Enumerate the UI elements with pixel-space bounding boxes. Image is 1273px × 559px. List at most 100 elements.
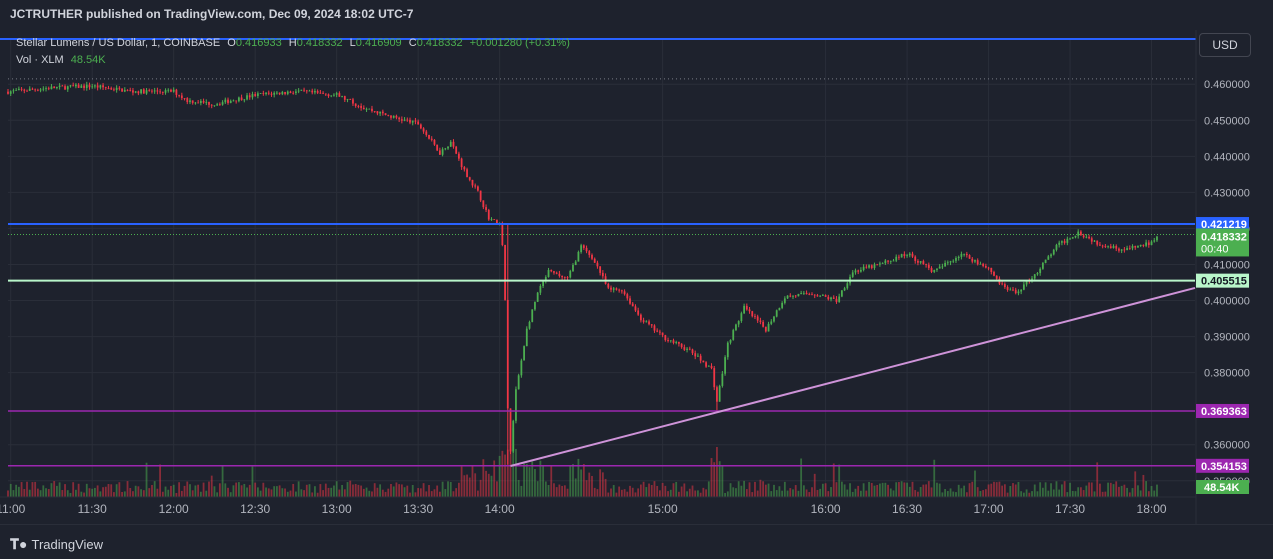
- candle: [28, 88, 31, 91]
- time-tick-label: 16:00: [811, 502, 841, 516]
- volume-bar: [1142, 474, 1145, 497]
- volume-bar: [392, 486, 395, 497]
- volume-bar: [145, 462, 148, 497]
- volume-bar: [547, 485, 550, 497]
- price-tick-label: 0.360000: [1204, 440, 1250, 452]
- volume-bar: [1014, 484, 1017, 497]
- candle: [1131, 246, 1134, 249]
- candle: [398, 117, 401, 120]
- volume-bar: [629, 485, 631, 497]
- volume-bar: [881, 482, 884, 497]
- volume-bar: [50, 483, 53, 497]
- candle: [664, 335, 667, 341]
- tradingview-logo[interactable]: 𝐓● TradingView: [10, 536, 103, 553]
- volume-bar: [102, 487, 104, 497]
- volume-bar: [846, 489, 849, 497]
- volume-bar: [987, 484, 990, 497]
- candle: [1055, 244, 1058, 250]
- volume-bar: [979, 490, 982, 497]
- volume-bar: [36, 488, 39, 497]
- candle: [1126, 248, 1128, 250]
- change-value: +0.001280 (+0.31%): [469, 37, 570, 49]
- volume-bar: [151, 485, 153, 497]
- volume-bar: [121, 491, 123, 497]
- candle: [629, 298, 631, 304]
- volume-bar: [107, 483, 110, 497]
- volume-bar: [566, 488, 569, 497]
- candle: [80, 85, 83, 88]
- candle: [349, 98, 352, 100]
- candle: [1088, 236, 1090, 239]
- time-tick-label: 18:00: [1137, 502, 1167, 516]
- volume-bar: [925, 484, 927, 497]
- candle: [167, 89, 170, 91]
- volume-bar: [512, 428, 515, 497]
- volume-bar: [678, 491, 680, 497]
- candle: [333, 94, 335, 96]
- candle: [308, 90, 311, 92]
- volume-bar: [623, 489, 626, 497]
- volume-bar: [642, 481, 645, 497]
- volume-bar: [800, 458, 803, 497]
- volume-bar: [1039, 482, 1042, 497]
- candle: [811, 294, 813, 296]
- currency-button[interactable]: USD: [1199, 33, 1251, 57]
- symbol-name[interactable]: Stellar Lumens / US Dollar, 1, COINBASE: [16, 37, 221, 49]
- candle: [457, 153, 460, 159]
- volume-bar: [352, 484, 354, 497]
- candle: [705, 362, 707, 367]
- volume-label[interactable]: Vol · XLM: [16, 54, 64, 66]
- time-tick-label: 12:00: [159, 502, 189, 516]
- volume-bar: [745, 489, 748, 497]
- current-price-label-bg: [1196, 228, 1249, 257]
- volume-bar: [517, 479, 520, 497]
- header-bar: JCTRUTHER published on TradingView.com, …: [0, 0, 1273, 30]
- candle: [528, 321, 531, 329]
- volume-bar: [963, 485, 966, 497]
- volume-bar: [303, 490, 305, 497]
- volume-bar: [577, 458, 580, 497]
- candle: [778, 307, 781, 311]
- volume-bar: [789, 488, 792, 497]
- volume-bar: [411, 484, 414, 497]
- candle: [805, 292, 808, 295]
- volume-bar: [906, 482, 908, 497]
- time-tick-label: 16:30: [892, 502, 922, 516]
- candle: [85, 84, 88, 88]
- candle: [1074, 235, 1077, 238]
- volume-bar: [305, 484, 308, 497]
- candle: [422, 128, 425, 132]
- candle: [683, 347, 686, 350]
- open-value: 0.416933: [235, 37, 282, 49]
- volume-bar: [911, 481, 914, 497]
- volume-bar: [1137, 485, 1139, 497]
- candle: [620, 290, 623, 292]
- candle: [460, 158, 463, 168]
- volume-bar: [1126, 487, 1128, 497]
- volume-bar: [88, 488, 91, 497]
- volume-bar: [425, 491, 428, 497]
- low-label: L: [349, 37, 356, 49]
- volume-bar: [637, 488, 640, 497]
- volume-bar: [42, 485, 45, 497]
- candle: [906, 255, 908, 257]
- volume-bar: [265, 487, 267, 497]
- volume-bar: [1080, 487, 1082, 497]
- volume-bar: [650, 485, 653, 497]
- candle: [463, 167, 466, 170]
- price-label-blue: 0.421219: [1201, 219, 1247, 231]
- volume-bar: [384, 491, 387, 497]
- volume-bar: [680, 486, 683, 497]
- time-tick-label: 15:00: [648, 502, 678, 516]
- candle: [680, 343, 683, 348]
- volume-bar: [903, 482, 906, 497]
- volume-legend: Vol · XLM 48.54K: [16, 52, 570, 69]
- price-label-purple-low-bg: [1196, 458, 1249, 473]
- candle: [64, 86, 66, 90]
- candle: [121, 88, 123, 92]
- candle: [229, 100, 232, 103]
- volume-bar: [430, 491, 433, 497]
- volume-bar: [982, 490, 985, 497]
- volume-bar: [398, 484, 401, 497]
